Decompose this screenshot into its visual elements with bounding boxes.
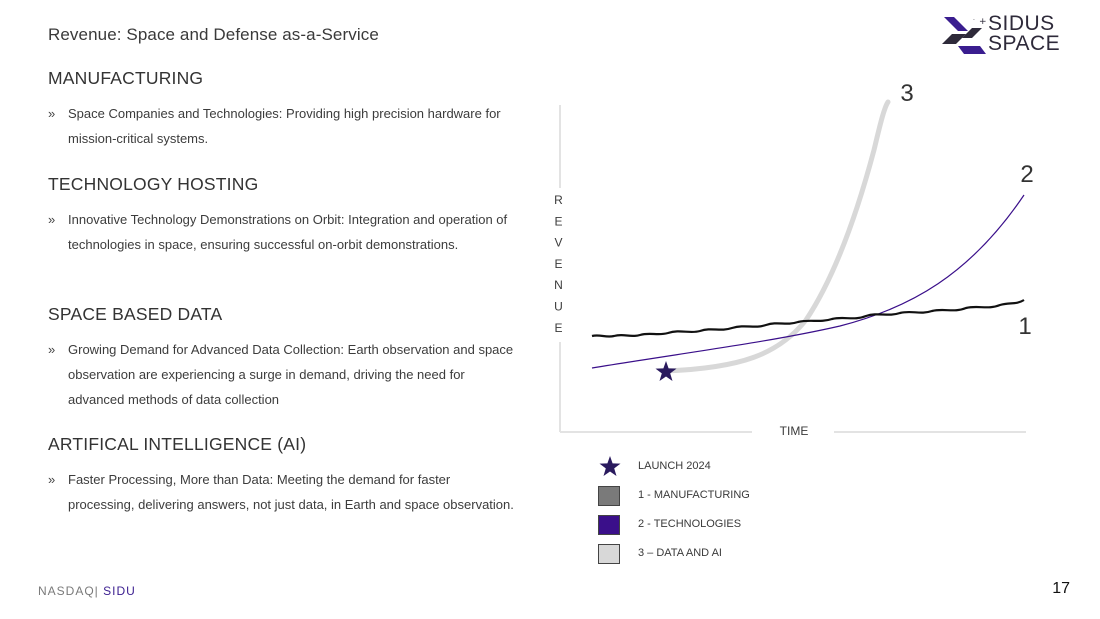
sidus-space-logo: + · [942, 17, 987, 54]
section-heading: SPACE BASED DATA [48, 304, 223, 324]
section-ai: ARTIFICAL INTELLIGENCE (AI) » Faster Pro… [48, 434, 518, 517]
series-3-label: 3 [900, 80, 913, 107]
series-1-label: 1 [1018, 313, 1031, 340]
page-title: Revenue: Space and Defense as-a-Service [48, 25, 379, 44]
bullet-text: Growing Demand for Advanced Data Collect… [68, 342, 514, 407]
bullet-item: » Faster Processing, More than Data: Mee… [48, 467, 518, 517]
y-axis-label-letter: E [554, 257, 563, 271]
page-number: 17 [1052, 580, 1070, 597]
section-technology-hosting: TECHNOLOGY HOSTING » Innovative Technolo… [48, 174, 518, 257]
legend-swatch-manufacturing [598, 486, 620, 506]
legend-label: 1 - MANUFACTURING [638, 489, 750, 501]
section-manufacturing: MANUFACTURING » Space Companies and Tech… [48, 68, 518, 151]
legend-label: 3 – DATA AND AI [638, 547, 722, 559]
legend-label: LAUNCH 2024 [638, 460, 711, 472]
series-3-line [663, 99, 891, 374]
y-axis-label-letter: V [554, 236, 563, 250]
footer-exchange: NASDAQ| [38, 584, 99, 598]
bullet-marker: » [48, 472, 56, 487]
legend-swatch-data-ai [598, 544, 620, 564]
bullet-marker: » [48, 212, 56, 227]
logo-wordmark: SIDUS SPACE [988, 12, 1061, 55]
series-2-line [591, 194, 1025, 369]
bullet-item: » Growing Demand for Advanced Data Colle… [48, 337, 518, 412]
bullet-item: » Innovative Technology Demonstrations o… [48, 207, 518, 257]
bullet-marker: » [48, 106, 56, 121]
bullet-text: Faster Processing, More than Data: Meeti… [68, 472, 514, 512]
x-axis-label: TIME [780, 424, 809, 438]
bullet-item: » Space Companies and Technologies: Prov… [48, 101, 518, 151]
legend-label: 2 - TECHNOLOGIES [638, 518, 742, 530]
legend-swatch-technologies [598, 515, 620, 535]
y-axis-label-letter: E [554, 214, 563, 228]
series-2-label: 2 [1020, 161, 1033, 188]
footer-ticker: NASDAQ| SIDU [38, 584, 136, 598]
logo-line-1: SIDUS [988, 12, 1055, 35]
section-heading: MANUFACTURING [48, 68, 204, 88]
logo-line-2: SPACE [988, 32, 1061, 55]
footer-ticker-symbol: SIDU [103, 584, 136, 598]
bullet-text: Innovative Technology Demonstrations on … [68, 212, 508, 252]
section-space-based-data: SPACE BASED DATA » Growing Demand for Ad… [48, 304, 518, 412]
series-1-line [591, 299, 1025, 338]
y-axis-label-letter: R [554, 193, 564, 207]
bullet-marker: » [48, 342, 56, 357]
launch-star-icon [655, 361, 677, 381]
y-axis-label-letter: E [554, 321, 563, 335]
svg-text:·: · [973, 17, 975, 24]
star-icon [599, 456, 621, 476]
svg-text:+: + [979, 17, 987, 27]
y-axis-label-letter: N [554, 278, 564, 292]
bullet-text: Space Companies and Technologies: Provid… [68, 106, 501, 146]
section-heading: ARTIFICAL INTELLIGENCE (AI) [48, 434, 307, 454]
section-heading: TECHNOLOGY HOSTING [48, 174, 259, 194]
y-axis-label-letter: U [554, 300, 564, 314]
